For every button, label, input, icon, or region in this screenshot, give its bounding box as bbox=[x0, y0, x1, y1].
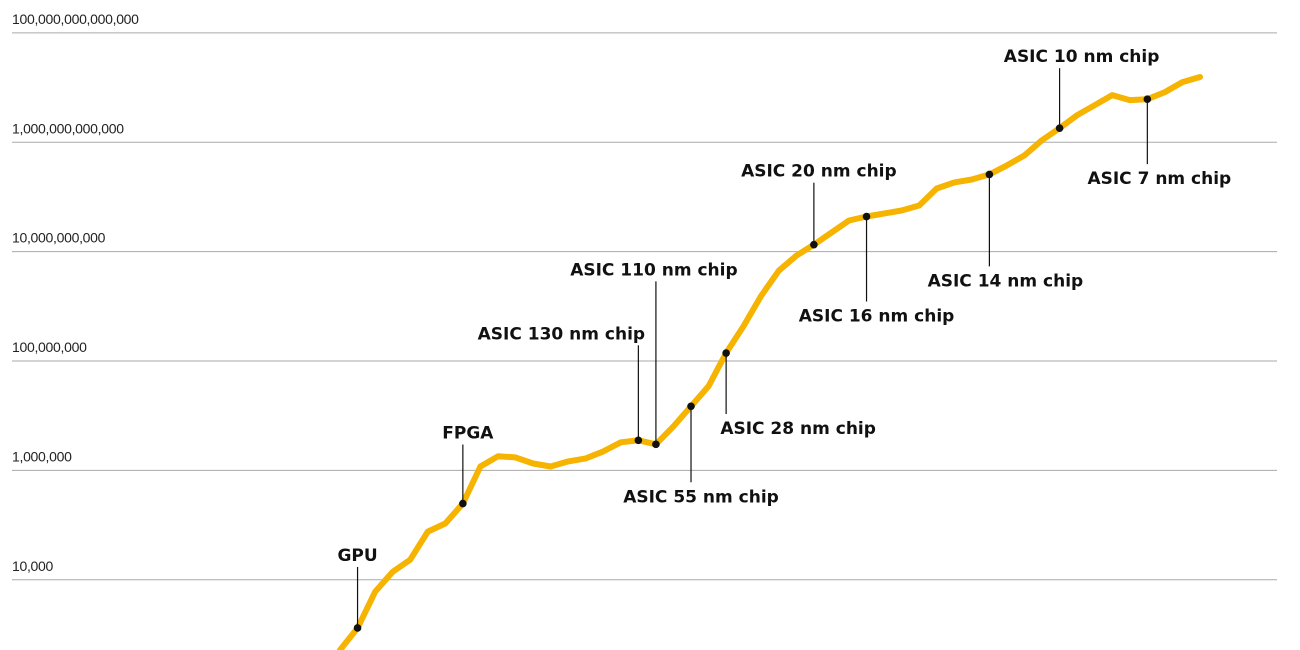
annotation-label: ASIC 16 nm chip bbox=[799, 307, 955, 327]
annotation-label: ASIC 55 nm chip bbox=[623, 487, 779, 507]
data-point bbox=[722, 349, 730, 357]
y-tick-label: 100,000,000,000,000 bbox=[12, 11, 139, 27]
y-tick-label: 1,000,000 bbox=[12, 448, 72, 464]
data-point bbox=[687, 402, 695, 411]
data-point bbox=[862, 212, 871, 221]
data-point bbox=[459, 499, 467, 508]
y-tick-label: 1,000,000,000,000 bbox=[12, 120, 124, 136]
annotation-label: ASIC 110 nm chip bbox=[570, 260, 737, 280]
annotation-label: ASIC 10 nm chip bbox=[1004, 47, 1160, 67]
annotation-label: GPU bbox=[337, 546, 377, 566]
data-point bbox=[810, 240, 818, 249]
annotation-label: ASIC 20 nm chip bbox=[741, 162, 897, 182]
annotation-label: ASIC 28 nm chip bbox=[720, 419, 876, 439]
data-point bbox=[1055, 124, 1064, 133]
annotation-label: ASIC 130 nm chip bbox=[478, 324, 645, 344]
data-point bbox=[634, 436, 643, 445]
data-point bbox=[652, 440, 660, 449]
y-tick-label: 100,000,000 bbox=[12, 339, 87, 355]
data-point bbox=[353, 624, 362, 632]
y-tick-label: 10,000,000,000 bbox=[12, 230, 106, 246]
annotation-label: FPGA bbox=[442, 424, 494, 444]
data-point bbox=[1143, 95, 1152, 103]
annotation-label: ASIC 14 nm chip bbox=[928, 271, 1084, 291]
annotation-label: ASIC 7 nm chip bbox=[1087, 169, 1231, 189]
data-point bbox=[985, 170, 994, 179]
y-tick-label: 10,000 bbox=[12, 558, 54, 574]
